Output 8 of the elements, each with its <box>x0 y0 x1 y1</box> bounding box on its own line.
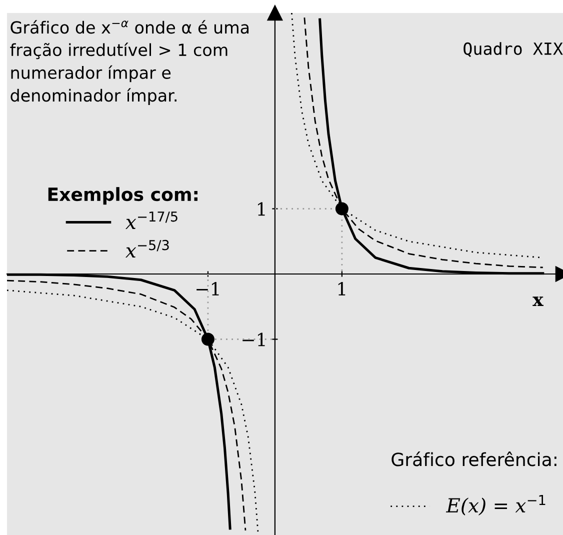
x-axis-title: x <box>532 296 544 306</box>
annotation: E(x) = x$^{−1}$ <box>446 495 546 516</box>
text: Quadro XIX <box>464 42 563 57</box>
legend-label: x$^{−17/5}$ <box>126 212 178 229</box>
legend-title: Exemplos com: <box>48 187 198 205</box>
annotation: Gráfico de x$^{−α}$ onde α é uma fração irredutível > 1 com numerador ímpar e denominador ímpar. <box>10 20 249 105</box>
annotation: Gráfico referência: <box>392 452 556 466</box>
legend-label: x$^{−5/3}$ <box>126 240 169 258</box>
